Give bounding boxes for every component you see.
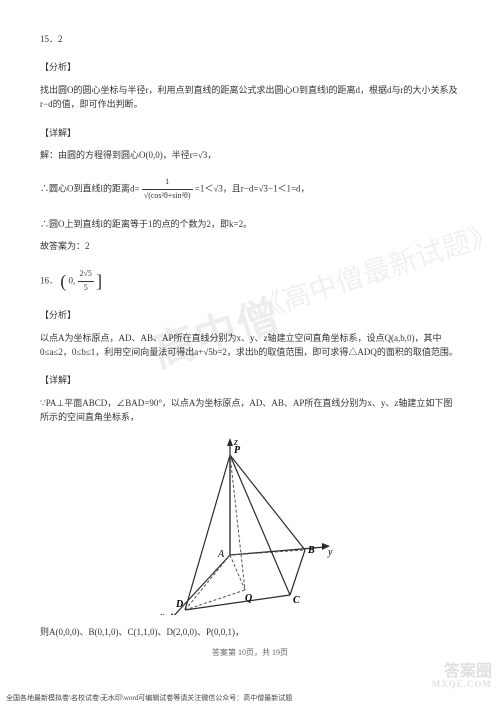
- bracket-right: ]: [96, 274, 102, 288]
- label-A: A: [217, 549, 225, 560]
- footer-text: 全国各地最新模拟卷\名校试卷\无水印\word可编辑试卷等请关注微信公众号：高中…: [6, 693, 292, 703]
- q16-detail-text: ∵PA⊥平面ABCD，∠BAD=90°，以点A为坐标原点，AD、AB、AP所在直…: [40, 396, 460, 425]
- q15-detail-3: ∴圆O上到直线l的距离等于1的点的个数为2，即k=2。: [40, 217, 460, 231]
- frac-den: √(cos²θ+sin²θ): [142, 190, 193, 203]
- label-x: x: [159, 611, 165, 615]
- q16-analysis-text: 以点A为坐标原点，AD、AB、AP所在直线分别为x、y、z轴建立空间直角坐标系，…: [40, 331, 460, 360]
- frac-num: 1: [142, 176, 193, 190]
- q15-number: 15．2: [40, 32, 460, 46]
- corner-wm-bottom: MXQE.COM: [432, 680, 492, 689]
- q16-detail-label: 【详解】: [40, 373, 460, 387]
- edge-DA: [185, 555, 230, 610]
- corner-watermark: 答案圈 MXQE.COM: [432, 664, 492, 689]
- corner-wm-top: 答案圈: [432, 664, 492, 680]
- q15-d2-post: =1＜√3，且r−d=√3−1＜1=d，: [195, 184, 310, 194]
- label-Q: Q: [245, 593, 252, 604]
- q15-detail-1: 解：由圆的方程得到圆心O(0,0)，半径r=√3，: [40, 148, 460, 162]
- q16-analysis-label: 【分析】: [40, 308, 460, 322]
- q15-analysis-label: 【分析】: [40, 60, 460, 74]
- edge-BC: [290, 550, 305, 595]
- label-z: z: [233, 437, 238, 448]
- q15-detail-label: 【详解】: [40, 126, 460, 140]
- q15-d2-pre: ∴圆心O到直线l的距离d=: [40, 184, 140, 194]
- q15-detail-2: ∴圆心O到直线l的距离d= 1 √(cos²θ+sin²θ) =1＜√3，且r−…: [40, 176, 460, 203]
- q15-analysis-text: 找出圆O的圆心坐标与半径r，利用点到直线的距离公式求出圆心O到直线l的距离d，根…: [40, 83, 460, 112]
- z-arrow: [227, 438, 233, 446]
- q16-num-pre: 16．: [40, 275, 58, 285]
- edge-PQ: [230, 455, 245, 590]
- label-D: D: [175, 599, 183, 610]
- interval-frac: 2√5 5: [78, 268, 94, 295]
- fraction-d: 1 √(cos²θ+sin²θ): [142, 176, 193, 203]
- pyramid-svg: P A B C D Q z y x: [150, 435, 350, 615]
- interval-num: 2√5: [78, 268, 94, 282]
- q16-coords: 则A(0,0,0)、B(0,1,0)、C(1,1,0)、D(2,0,0)、P(0…: [40, 625, 460, 639]
- q16-number: 16． ( 0, 2√5 5 ]: [40, 268, 460, 295]
- page-number: 答案第 10页，共 19页: [40, 647, 460, 658]
- edge-DQ: [185, 590, 245, 610]
- edge-PC: [230, 455, 290, 595]
- label-y: y: [327, 547, 333, 558]
- edge-PD: [185, 455, 230, 610]
- pyramid-figure: P A B C D Q z y x: [150, 435, 350, 615]
- edge-AQ: [230, 555, 245, 590]
- q15-detail-4: 故答案为：2: [40, 239, 460, 253]
- label-B: B: [307, 545, 315, 556]
- edge-CD: [185, 595, 290, 610]
- interval-left: 0,: [69, 275, 76, 285]
- interval-den: 5: [78, 282, 94, 295]
- edge-PB: [230, 455, 305, 550]
- edge-AB: [230, 550, 305, 555]
- label-C: C: [293, 595, 300, 606]
- page-content: 《高中僧最新试题》 高中僧 15．2 【分析】 找出圆O的圆心坐标与半径r，利用…: [0, 0, 500, 678]
- bracket-left: (: [60, 274, 66, 288]
